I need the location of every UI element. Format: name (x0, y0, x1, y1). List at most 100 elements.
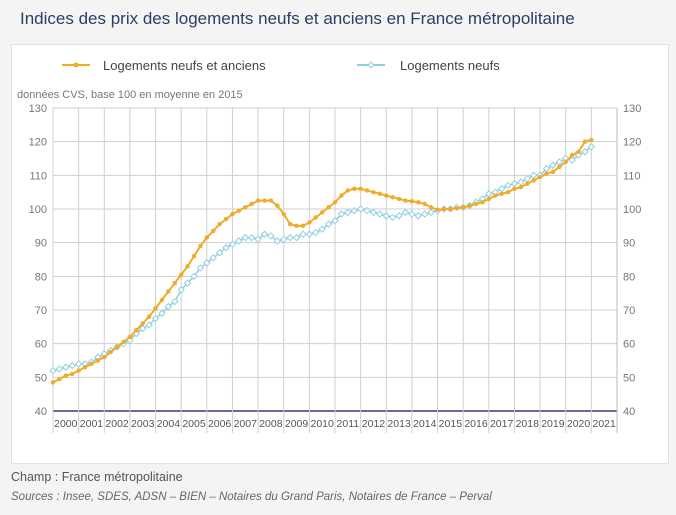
data-point (222, 244, 230, 252)
data-point (344, 208, 352, 217)
x-tick-label: 2001 (80, 418, 104, 430)
data-point (369, 208, 378, 217)
x-tick-label: 2002 (105, 418, 129, 430)
x-tick-label: 2018 (516, 418, 540, 430)
x-tick-label: 2008 (259, 418, 283, 430)
data-point (568, 156, 576, 164)
data-point (151, 314, 160, 323)
data-point (352, 186, 357, 191)
legend-marker (367, 61, 375, 69)
y-tick-label-right: 120 (623, 137, 641, 149)
data-point (166, 289, 171, 294)
data-point (331, 217, 339, 225)
data-point (63, 373, 69, 378)
data-point (414, 212, 423, 220)
data-point (159, 297, 165, 303)
data-point (576, 149, 581, 154)
data-point (178, 272, 184, 277)
data-point (377, 191, 383, 197)
data-point (337, 210, 346, 218)
data-point (505, 189, 511, 195)
data-point (332, 200, 338, 205)
y-tick-label-left: 90 (35, 238, 47, 250)
data-point (183, 279, 192, 287)
x-tick-label: 2020 (567, 418, 591, 430)
data-point (281, 211, 286, 217)
data-point (525, 181, 530, 186)
data-point (228, 240, 237, 249)
data-point (300, 223, 306, 229)
data-point (512, 186, 517, 191)
data-point (555, 158, 564, 166)
data-point (275, 203, 280, 208)
data-point (55, 365, 64, 373)
data-point (499, 191, 504, 197)
data-point (95, 358, 101, 363)
data-point (574, 151, 583, 159)
data-point (243, 205, 248, 210)
data-point (74, 360, 83, 368)
x-tick-label: 2011 (337, 418, 360, 430)
data-point (569, 152, 575, 158)
data-point (441, 206, 447, 212)
data-point (467, 203, 472, 208)
data-point (345, 188, 351, 193)
data-point (350, 206, 358, 215)
data-point (460, 205, 466, 210)
y-tick-label-left: 50 (35, 372, 47, 384)
data-point (211, 228, 216, 234)
data-point (68, 361, 76, 370)
y-tick-label-right: 80 (623, 271, 635, 283)
data-point (153, 306, 158, 311)
line-chart: 40 40 50 50 60 60 70 70 80 80 90 90 100 100 110 110 120 1… (17, 58, 641, 433)
data-point (145, 321, 153, 329)
data-point (139, 324, 147, 333)
data-point (544, 171, 549, 176)
data-point (537, 174, 543, 180)
data-point (198, 243, 203, 249)
data-point (273, 237, 282, 245)
y-tick-label-right: 60 (623, 339, 635, 351)
sources-note: Sources : Insee, SDES, ADSN – BIEN – Not… (11, 491, 492, 503)
data-point (241, 233, 249, 242)
data-point (356, 205, 365, 213)
data-point (408, 210, 416, 218)
x-tick-label: 2012 (362, 418, 386, 430)
data-point (363, 206, 371, 215)
y-tick-label-right: 50 (623, 372, 635, 384)
chart-title: Indices des prix des logements neufs et … (20, 9, 575, 28)
y-tick-label-left: 70 (35, 305, 47, 317)
data-point (215, 249, 224, 257)
data-point (134, 328, 139, 333)
data-point (448, 206, 453, 212)
data-point (421, 210, 429, 218)
x-tick-label: 2014 (413, 418, 437, 430)
data-point (268, 198, 274, 203)
data-point (403, 198, 408, 203)
data-point (249, 201, 254, 207)
y-tick-label-right: 40 (623, 406, 635, 418)
chart-panel (11, 44, 669, 464)
x-tick-label: 2006 (208, 418, 232, 430)
y-tick-label-left: 40 (35, 406, 47, 418)
data-point (307, 220, 312, 225)
data-point (254, 235, 262, 244)
legend-label-0: Logements neufs et anciens (103, 58, 266, 73)
x-tick-label: 2021 (593, 418, 617, 430)
data-point (480, 200, 485, 205)
data-point (114, 344, 120, 350)
x-tick-label: 2009 (285, 418, 309, 430)
y-tick-label-right: 90 (623, 238, 635, 250)
chart-subtitle: données CVS, base 100 en moyenne en 2015 (17, 89, 243, 101)
x-tick-label: 2013 (387, 418, 411, 430)
data-point (529, 171, 538, 180)
data-point (531, 178, 536, 183)
data-point (523, 174, 531, 183)
data-point (209, 254, 217, 262)
data-point (384, 193, 389, 198)
data-point (473, 201, 479, 207)
data-point (587, 143, 596, 151)
data-point (286, 233, 294, 242)
data-point (146, 314, 152, 319)
data-point (223, 216, 229, 222)
